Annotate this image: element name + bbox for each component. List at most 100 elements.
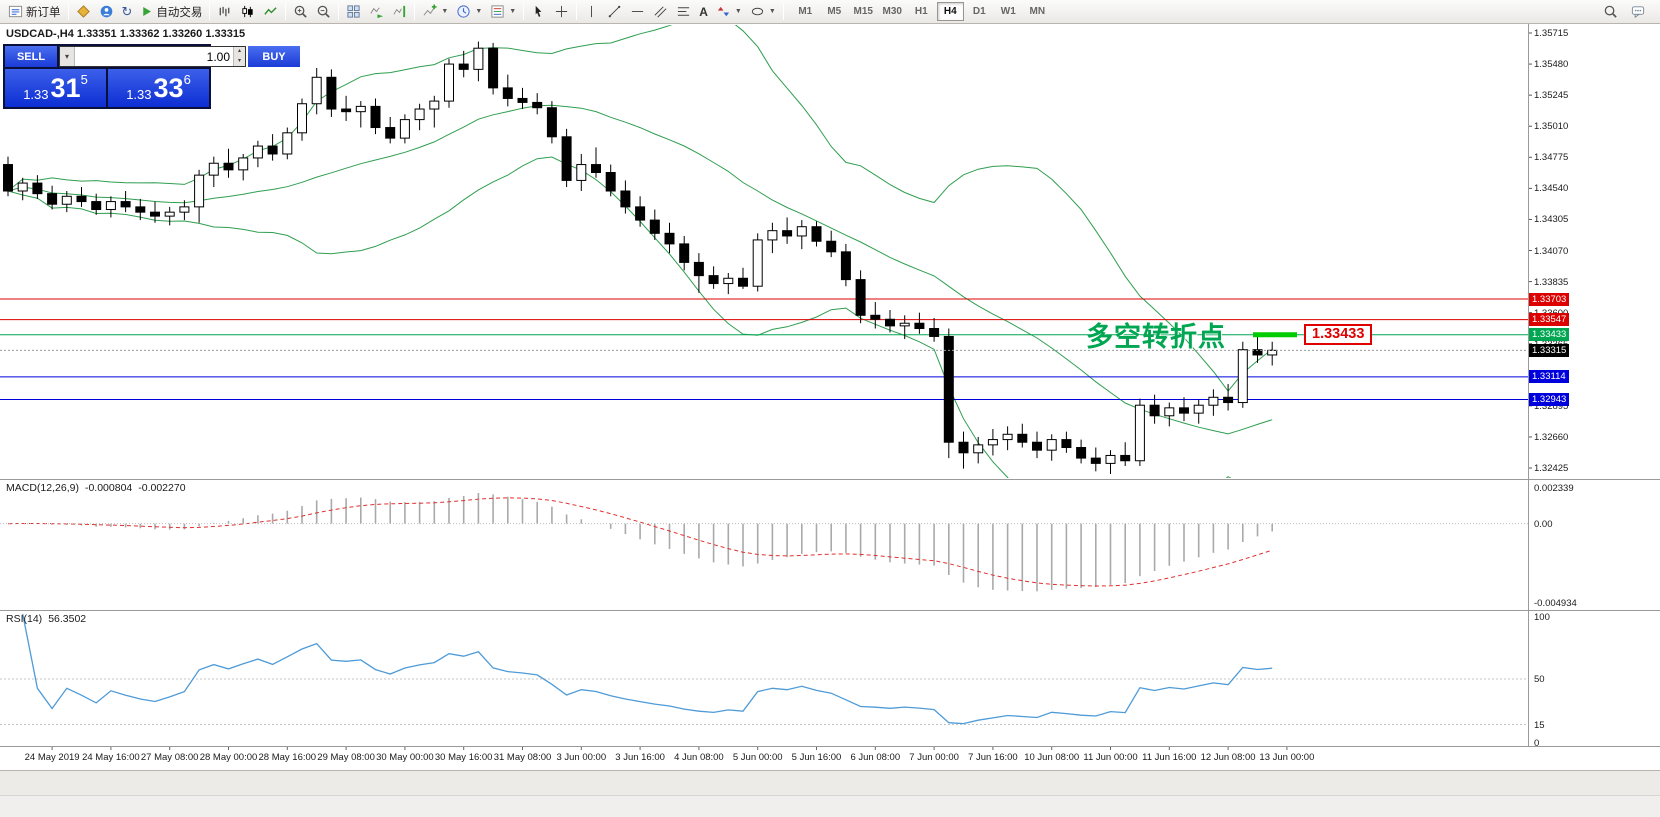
rsi-panel-separator[interactable] bbox=[0, 610, 1660, 611]
text-button[interactable]: A bbox=[695, 1, 712, 22]
date-axis-label: 27 May 08:00 bbox=[140, 752, 199, 763]
timeframe-M5[interactable]: M5 bbox=[827, 6, 842, 17]
candle-body bbox=[929, 328, 940, 337]
tile-windows-button[interactable] bbox=[342, 1, 365, 22]
price-line-label: 1.32943 bbox=[1529, 393, 1570, 407]
sell-button[interactable]: SELL bbox=[5, 46, 57, 67]
price-line-label: 1.33114 bbox=[1529, 370, 1569, 384]
lot-dropdown-button[interactable]: ▾ bbox=[60, 47, 75, 66]
crosshair-button[interactable] bbox=[550, 1, 573, 22]
candle-body bbox=[1164, 407, 1175, 417]
buy-price-sup: 6 bbox=[183, 72, 191, 87]
candlestick-chart-button[interactable] bbox=[236, 1, 259, 22]
candle-body bbox=[341, 108, 352, 113]
candle-body bbox=[1193, 404, 1204, 414]
zoom-out-button[interactable] bbox=[312, 1, 335, 22]
zoom-in-button[interactable] bbox=[289, 1, 312, 22]
chat-button[interactable] bbox=[1626, 1, 1650, 22]
candle-body bbox=[238, 157, 249, 171]
indicators-icon bbox=[423, 4, 437, 16]
auto-trading-button[interactable]: 自动交易 bbox=[136, 1, 206, 22]
candle-body bbox=[679, 243, 690, 263]
arrows-button[interactable]: ▼ bbox=[712, 1, 746, 22]
refresh-button[interactable]: ↻ bbox=[118, 1, 137, 22]
bb-middle bbox=[7, 104, 1273, 435]
vertical-line-button[interactable] bbox=[580, 1, 603, 22]
lot-input[interactable] bbox=[75, 47, 233, 66]
timeframe-H4[interactable]: H4 bbox=[936, 2, 964, 21]
candle-body bbox=[620, 190, 631, 208]
candle-body bbox=[444, 63, 454, 102]
spinner-down-icon[interactable]: ▾ bbox=[237, 57, 241, 64]
macd-panel-separator[interactable] bbox=[0, 479, 1660, 480]
timeframe-MN[interactable]: MN bbox=[1029, 6, 1046, 17]
chart-shift-button[interactable] bbox=[388, 1, 411, 22]
candle-body bbox=[32, 182, 43, 195]
cursor-button[interactable] bbox=[527, 1, 550, 22]
bar-chart-button[interactable] bbox=[213, 1, 236, 22]
community-button[interactable] bbox=[95, 1, 118, 22]
timeframe-M1[interactable]: M1 bbox=[798, 6, 813, 17]
market-button[interactable] bbox=[72, 1, 95, 22]
candle-body bbox=[987, 439, 998, 446]
buy-price-prefix: 1.33 bbox=[126, 87, 152, 102]
candle-body bbox=[429, 100, 440, 110]
main-plot[interactable] bbox=[0, 16, 1528, 533]
date-axis-label: 28 May 00:00 bbox=[199, 752, 258, 763]
macd-value-signal: -0.002270 bbox=[138, 482, 186, 494]
search-button[interactable] bbox=[1599, 1, 1622, 22]
price-line-label: 1.33547 bbox=[1529, 313, 1570, 327]
candle-body bbox=[576, 164, 587, 181]
fibonacci-button[interactable] bbox=[672, 1, 695, 22]
timeframe-M30[interactable]: M30 bbox=[882, 6, 902, 17]
sell-price-button[interactable]: 1.33 31 5 bbox=[5, 69, 106, 107]
annotation-text[interactable]: 多空转折点 bbox=[1086, 321, 1226, 352]
indicators-button[interactable]: ▼ bbox=[418, 1, 452, 22]
timeframe-H1[interactable]: H1 bbox=[914, 6, 928, 17]
annotation-price-callout[interactable]: 1.33433 bbox=[1304, 323, 1373, 345]
candle-body bbox=[267, 145, 278, 155]
auto-scroll-button[interactable] bbox=[365, 1, 388, 22]
buy-button[interactable]: BUY bbox=[248, 46, 300, 67]
macd-title: MACD(12,26,9) bbox=[6, 482, 79, 494]
spinner-up-icon[interactable]: ▴ bbox=[237, 48, 241, 55]
horizontal-line-button[interactable] bbox=[626, 1, 649, 22]
buy-price-button[interactable]: 1.33 33 6 bbox=[108, 69, 209, 107]
equidistant-channel-icon bbox=[654, 6, 667, 18]
macd-plot[interactable] bbox=[7, 492, 1273, 592]
candle-body bbox=[591, 164, 601, 173]
chart-ohlc-title: USDCAD-,H4 1.33351 1.33362 1.33260 1.333… bbox=[6, 28, 246, 40]
price-axis-tick-label: 1.34775 bbox=[1534, 152, 1569, 164]
trendline-button[interactable] bbox=[603, 1, 626, 22]
timeframe-W1[interactable]: W1 bbox=[1000, 6, 1016, 17]
price-axis-tick-label: 1.35245 bbox=[1534, 90, 1569, 102]
date-axis-label: 3 Jun 00:00 bbox=[556, 752, 607, 763]
candle-body bbox=[1208, 396, 1219, 406]
candle-body bbox=[870, 314, 881, 320]
new-order-button[interactable]: 新订单 bbox=[4, 1, 65, 22]
candle-body bbox=[1046, 439, 1057, 451]
templates-button[interactable]: ▼ bbox=[486, 1, 520, 22]
date-axis-label: 11 Jun 16:00 bbox=[1142, 752, 1197, 763]
equidistant-channel-button[interactable] bbox=[649, 1, 672, 22]
shapes-button[interactable]: ▼ bbox=[746, 1, 780, 22]
dropdown-caret-icon: ▼ bbox=[441, 8, 449, 15]
timeframe-M15[interactable]: M15 bbox=[853, 6, 873, 17]
date-axis-label: 7 Jun 00:00 bbox=[909, 752, 959, 763]
tile-windows-icon bbox=[347, 5, 360, 18]
line-chart-button[interactable] bbox=[259, 1, 282, 22]
auto-scroll-icon bbox=[370, 7, 384, 19]
periods-button[interactable]: ▼ bbox=[452, 1, 486, 22]
lot-spinner[interactable]: ▴ ▾ bbox=[233, 47, 245, 66]
current-price-label: 1.33315 bbox=[1529, 343, 1570, 357]
timeframe-D1[interactable]: D1 bbox=[972, 6, 986, 17]
candle-body bbox=[17, 182, 28, 192]
candle-body bbox=[532, 101, 543, 109]
new-order-icon bbox=[8, 5, 23, 18]
candle-body bbox=[517, 97, 528, 103]
date-axis-label: 12 Jun 08:00 bbox=[1200, 752, 1256, 763]
status-bar bbox=[0, 770, 1660, 817]
bar-chart-icon bbox=[220, 6, 230, 17]
